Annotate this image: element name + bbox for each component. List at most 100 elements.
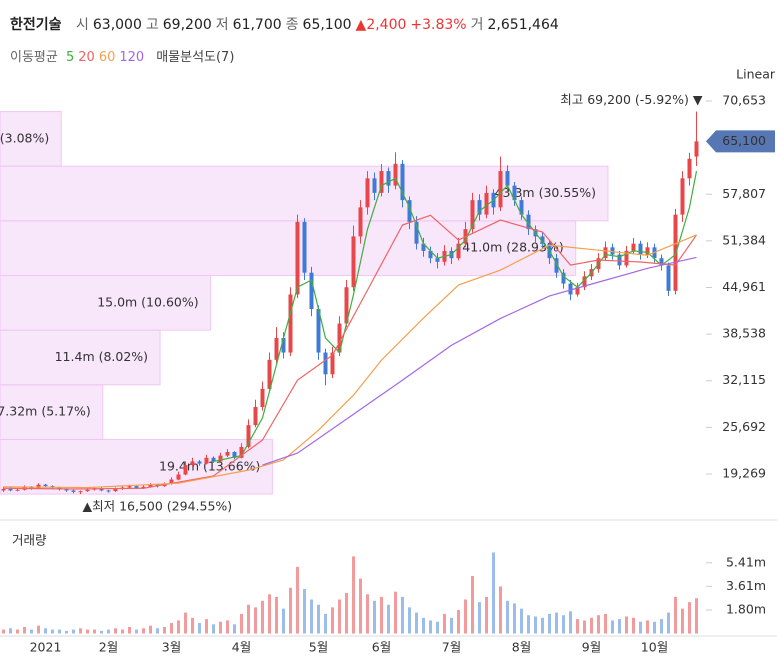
volume-bar <box>401 596 404 634</box>
candle-body <box>505 171 510 186</box>
volume-bar <box>548 613 551 634</box>
candle-body <box>330 352 335 375</box>
volume-bar <box>366 594 369 634</box>
volume-bar <box>695 598 698 634</box>
y-tick-label: 44,961 <box>722 279 766 294</box>
candle-body <box>85 489 90 492</box>
candle-body <box>498 171 503 208</box>
candle-body <box>127 486 132 488</box>
candle-body <box>379 171 384 193</box>
volume-panel: 거래량 1.80m 3.61m 5.41m <box>2 533 766 634</box>
volume-bar <box>478 602 481 634</box>
candle-body <box>477 200 482 215</box>
candle-body <box>400 163 405 201</box>
volume-bar <box>380 596 383 634</box>
ma-label: 이동평균 <box>10 50 58 65</box>
volume-bar <box>492 552 495 634</box>
volume-bar <box>331 607 334 634</box>
volume-bar <box>93 629 96 634</box>
candle-body <box>176 474 181 480</box>
quote-label: 저 <box>215 17 229 33</box>
high-label: 최고 69,200 (-5.92%) ▼ <box>560 92 703 107</box>
candle-body <box>288 294 293 353</box>
candle-body <box>211 457 216 462</box>
quote-label: 종 <box>285 17 299 33</box>
volume-bar <box>408 607 411 634</box>
volume-bar <box>373 600 376 634</box>
candle-body <box>645 247 650 255</box>
x-tick-label: 2월 <box>99 640 118 655</box>
volume-bar <box>205 619 208 634</box>
volume-bar <box>443 613 446 634</box>
volume-bar <box>646 620 649 634</box>
volume-bar <box>611 620 614 634</box>
volume-bar <box>590 617 593 634</box>
volume-bar <box>527 615 530 634</box>
candle-body <box>309 272 314 309</box>
last-price-label: 65,100 <box>722 133 766 148</box>
candle-body <box>190 461 195 466</box>
volume-bar <box>163 626 166 634</box>
volume-bar <box>9 628 12 634</box>
y-tick-label: 25,692 <box>722 419 766 434</box>
candle-body <box>624 250 629 266</box>
volume-bar <box>499 586 502 634</box>
volume-bar <box>394 591 397 634</box>
volume-bar <box>289 587 292 634</box>
y-tick-label: 57,807 <box>722 186 766 201</box>
candle-body <box>610 247 615 255</box>
volume-bar <box>485 596 488 634</box>
x-tick-label: 8월 <box>512 640 531 655</box>
quote-label: 시 <box>75 17 89 33</box>
candle-body <box>323 352 328 375</box>
volume-bar <box>86 629 89 634</box>
volume-bar <box>345 592 348 634</box>
candle-body <box>225 451 230 456</box>
volume-bar <box>597 615 600 634</box>
candle-body <box>617 254 622 266</box>
candle-body <box>659 258 664 266</box>
candle-body <box>540 236 545 244</box>
candle-body <box>344 287 349 324</box>
profile-label: 43.3m (30.55%) <box>495 185 596 200</box>
volume-bar <box>667 612 670 634</box>
candle-body <box>99 488 104 491</box>
volume-bar <box>135 629 138 634</box>
candle-body <box>568 283 573 295</box>
candle-body <box>274 338 279 360</box>
y-tick-label: 5.41m <box>726 554 766 569</box>
volume-bar <box>303 589 306 634</box>
x-tick-label: 7월 <box>442 640 461 655</box>
candle-body <box>246 425 251 447</box>
candle-body <box>358 207 363 237</box>
candle-body <box>78 491 83 493</box>
volume-bar <box>219 621 222 634</box>
stock-name: 한전기술 <box>10 17 62 33</box>
volume-bar <box>632 617 635 634</box>
volume-bar <box>681 608 684 634</box>
volume-bar <box>352 556 355 634</box>
candle-body <box>519 200 524 215</box>
volume-bar <box>37 625 40 634</box>
volume-label: 거 <box>470 17 484 33</box>
candle-body <box>631 243 636 251</box>
price-panel: Linear 19,269 25,692 32,115 38,538 44,961 51,3… <box>0 67 776 655</box>
candle-body <box>8 489 13 491</box>
low-label: ▲최저 16,500 (294.55%) <box>83 499 233 514</box>
candle-body <box>407 200 412 222</box>
candle-body <box>218 455 223 462</box>
volume-bar <box>233 624 236 634</box>
volume-bar <box>520 608 523 634</box>
candle-body <box>421 243 426 251</box>
volume-bar <box>114 628 117 634</box>
x-tick-label: 10월 <box>641 640 668 655</box>
candle-body <box>106 490 111 492</box>
y-tick-label: 70,653 <box>722 93 766 108</box>
y-tick-label: 1.80m <box>726 601 766 616</box>
volume-bar <box>562 615 565 634</box>
candle-body <box>575 287 580 295</box>
volume-bar <box>156 628 159 634</box>
candle-body <box>134 486 139 489</box>
volume-bar <box>450 617 453 634</box>
x-tick-label: 5월 <box>309 640 328 655</box>
